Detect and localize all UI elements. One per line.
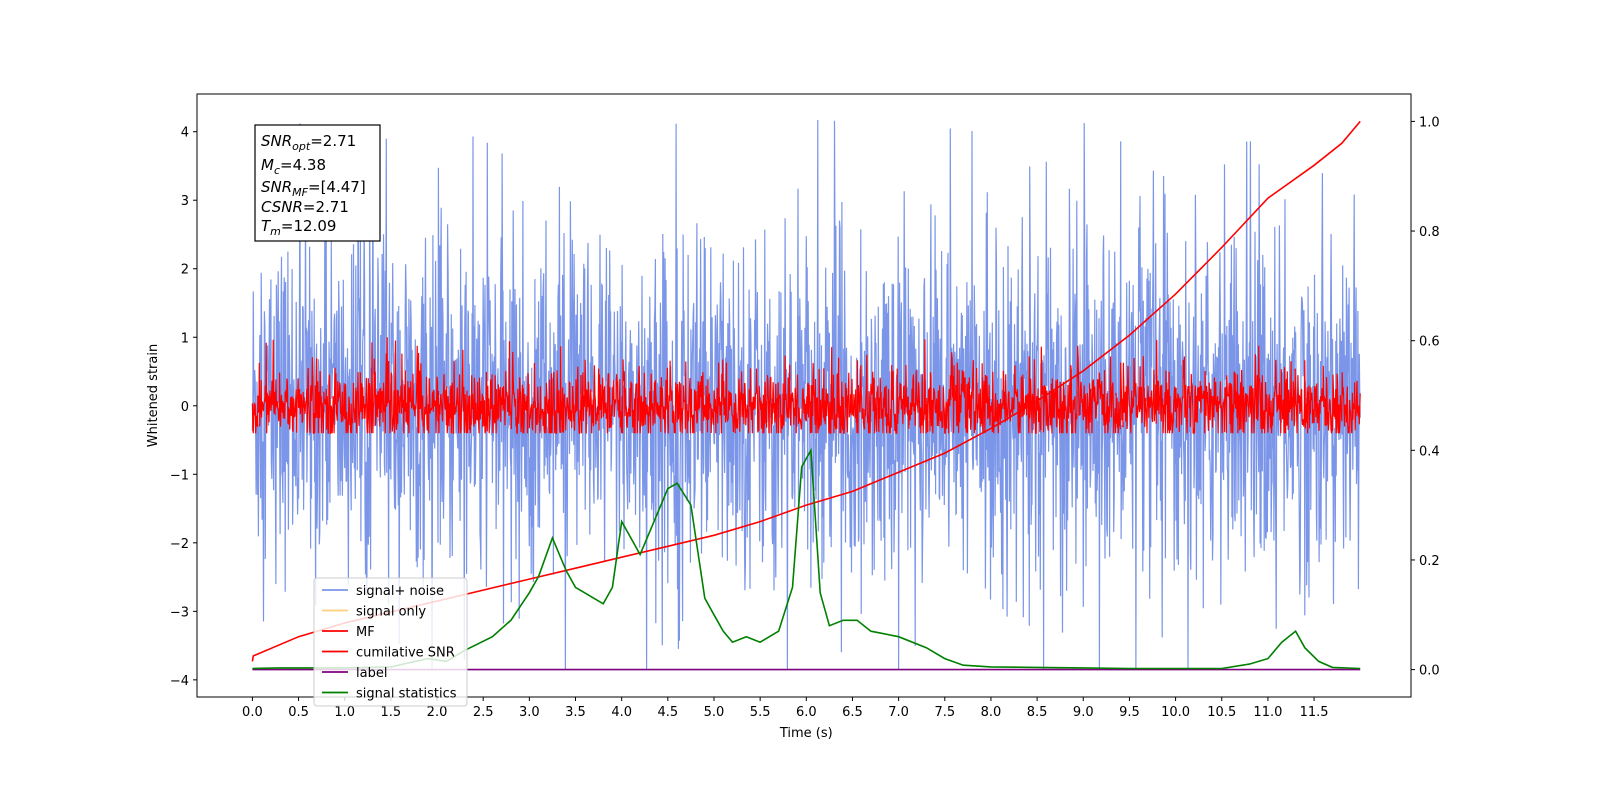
info-csnr: CSNR=2.71: [261, 198, 349, 216]
axes-frame: [196, 93, 1412, 698]
x-tick-label: 8.0: [981, 705, 1002, 720]
legend-entry: label: [322, 666, 387, 681]
x-tick-label: 3.5: [565, 705, 586, 720]
x-tick-label: 7.5: [934, 705, 955, 720]
x-tick-label: 6.5: [842, 705, 863, 720]
x-tick-label: 10.0: [1161, 705, 1190, 720]
legend-frame: [313, 577, 468, 707]
y-tick-label: 0: [181, 400, 189, 415]
legend-entry: signal statistics: [322, 687, 457, 702]
y2-tick-label: 0.4: [1419, 444, 1440, 459]
legend-entry: MF: [322, 625, 375, 640]
x-tick-label: 0.0: [242, 705, 263, 720]
x-tick-label: 5.5: [750, 705, 771, 720]
y-tick-label: 4: [181, 126, 189, 141]
x-tick-label: 5.0: [704, 705, 725, 720]
info-tm: Tm=12.09: [261, 217, 336, 238]
y-tick-label: 1: [181, 331, 189, 346]
series-line: [252, 447, 1361, 670]
y2-tick-label: 0.2: [1419, 554, 1440, 569]
series-signal-statistics: [252, 447, 1361, 670]
y-tick-label: −3: [170, 605, 189, 620]
x-tick-label: 8.5: [1027, 705, 1048, 720]
legend-label: label: [356, 666, 387, 681]
legend-label: cumilative SNR: [356, 646, 455, 661]
y2-tick-label: 1.0: [1419, 115, 1440, 130]
x-tick-label: 6.0: [796, 705, 817, 720]
y2-tick-label: 0.0: [1419, 664, 1440, 679]
y-tick-label: −2: [170, 537, 189, 552]
legend-entry: signal only: [322, 605, 426, 620]
legend-label: signal+ noise: [356, 584, 444, 599]
info-box: SNRopt=2.71 Mc=4.38 SNRMF=[4.47] CSNR=2.…: [254, 124, 381, 242]
info-snr-opt: SNRopt=2.71: [261, 132, 356, 153]
y-tick-label: −4: [170, 674, 189, 689]
legend-label: signal statistics: [356, 687, 457, 702]
x-tick-label: 0.5: [288, 705, 309, 720]
series-mf: [251, 337, 1361, 435]
x-tick-label: 11.0: [1253, 705, 1282, 720]
y2-tick-label: 0.8: [1419, 225, 1440, 240]
y-axis-label: Whitened strain: [146, 344, 161, 447]
x-tick-label: 1.0: [334, 705, 355, 720]
x-tick-label: 3.0: [519, 705, 540, 720]
x-tick-label: 2.0: [427, 705, 448, 720]
info-mc: Mc=4.38: [261, 156, 326, 177]
legend-entry: cumilative SNR: [322, 646, 455, 661]
y-tick-label: −1: [170, 468, 189, 483]
x-tick-label: 9.0: [1073, 705, 1094, 720]
info-snr-mf: SNRMF=[4.47]: [261, 178, 366, 199]
x-tick-label: 4.0: [611, 705, 632, 720]
x-tick-label: 4.5: [657, 705, 678, 720]
axis-ticks: 0.0 0.5 1.0 1.5 2.0 2.5 3.0 3.5 4.0 4.5 5.0 5.5 6.0 6…: [170, 115, 1440, 720]
x-tick-label: 2.5: [473, 705, 494, 720]
x-axis-label: Time (s): [779, 726, 833, 741]
legend-label: MF: [356, 625, 375, 640]
x-tick-label: 7.0: [888, 705, 909, 720]
x-tick-label: 10.5: [1207, 705, 1236, 720]
x-tick-label: 11.5: [1300, 705, 1329, 720]
y-tick-label: 2: [181, 263, 189, 278]
legend-label: signal only: [356, 605, 426, 620]
y-tick-label: 3: [181, 194, 189, 209]
legend-entry: signal+ noise: [322, 584, 444, 599]
x-tick-label: 9.5: [1119, 705, 1140, 720]
legend: signal+ noise signal only MF cumilative SNR…: [313, 577, 468, 707]
info-box-frame: [254, 124, 381, 242]
x-tick-label: 1.5: [381, 705, 402, 720]
y2-tick-label: 0.6: [1419, 335, 1440, 350]
